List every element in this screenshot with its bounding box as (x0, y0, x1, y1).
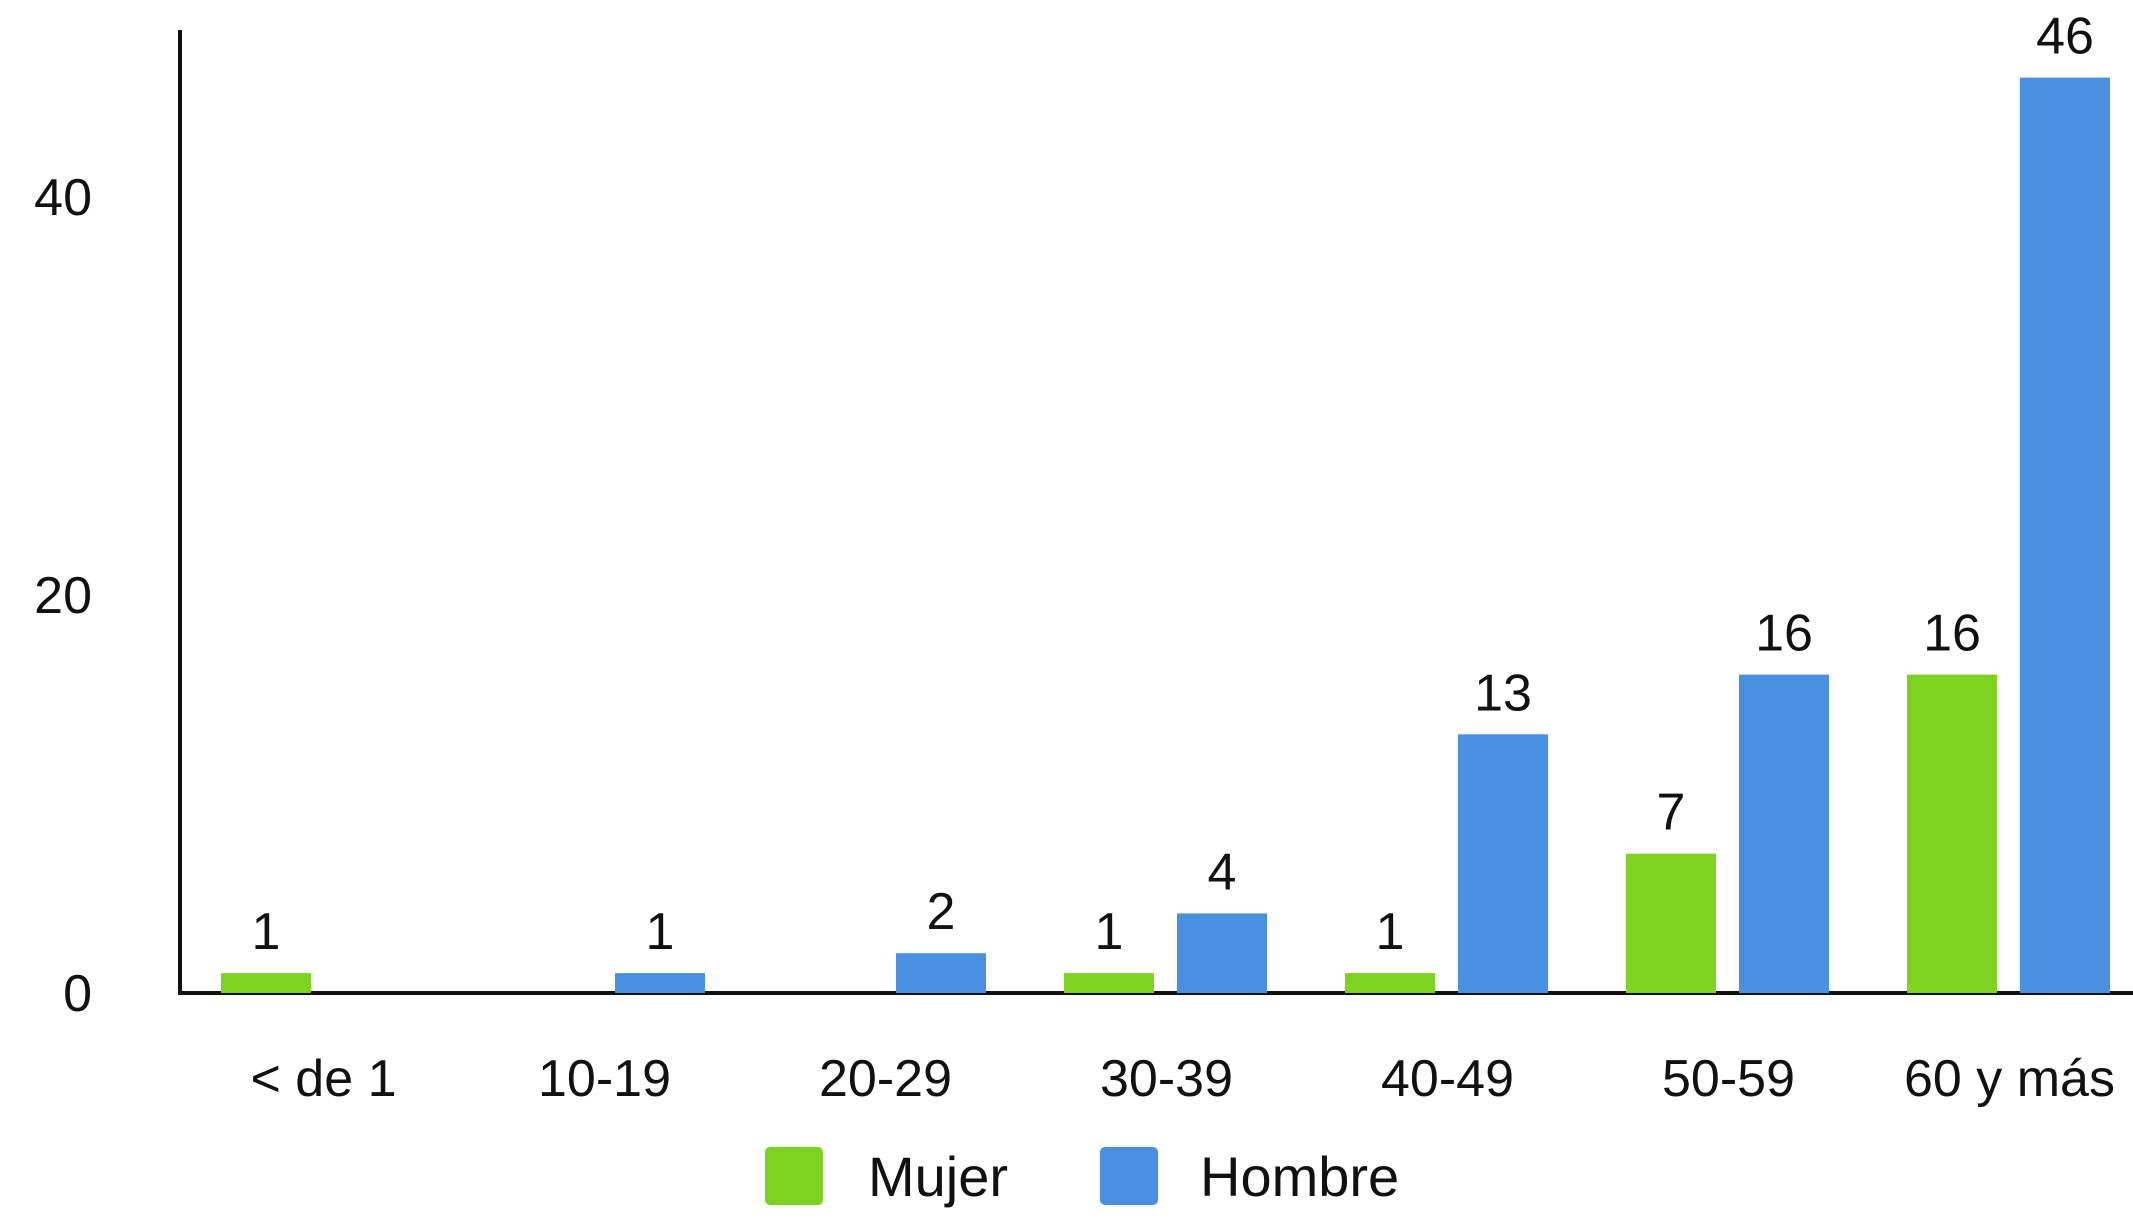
y-tick-label: 20 (34, 567, 92, 625)
bar-hombre (1177, 913, 1267, 993)
x-axis: < de 1 10-19 20-29 30-39 40-49 50-59 60 y más (180, 991, 2133, 1108)
data-labels: 1 1 2 1 4 1 13 7 16 16 46 (252, 8, 2094, 961)
y-axis: 0 20 40 (34, 30, 182, 1023)
data-label: 16 (1923, 605, 1981, 663)
bars (221, 77, 2110, 994)
x-tick-label: 30-39 (1100, 1050, 1233, 1108)
data-label: 1 (1095, 903, 1124, 961)
x-tick-label: 20-29 (819, 1050, 952, 1108)
bar-mujer (1907, 674, 1997, 993)
bar-mujer (1064, 973, 1154, 993)
legend-label-hombre: Hombre (1200, 1145, 1399, 1208)
legend: Mujer Hombre (765, 1145, 1399, 1208)
bar-hombre (615, 973, 705, 993)
data-label: 13 (1474, 664, 1532, 722)
data-label: 2 (927, 883, 956, 941)
x-tick-label: 10-19 (538, 1050, 671, 1108)
bar-hombre (896, 953, 986, 993)
legend-swatch-mujer (765, 1147, 823, 1205)
y-tick-label: 40 (34, 169, 92, 227)
data-label: 1 (252, 903, 281, 961)
data-label: 46 (2036, 8, 2094, 66)
legend-label-mujer: Mujer (868, 1145, 1008, 1208)
data-label: 7 (1657, 784, 1686, 842)
y-tick-label: 0 (63, 965, 92, 1023)
x-tick-label: 40-49 (1381, 1050, 1514, 1108)
bar-hombre (1458, 734, 1548, 993)
x-tick-label: 60 y más (1904, 1050, 2115, 1108)
bar-mujer (1626, 853, 1716, 993)
data-label: 4 (1208, 843, 1237, 901)
bar-hombre (1739, 674, 1829, 993)
x-tick-label: 50-59 (1662, 1050, 1795, 1108)
data-label: 1 (646, 903, 675, 961)
bar-mujer (221, 973, 311, 993)
x-tick-label: < de 1 (250, 1050, 396, 1108)
bar-mujer (1345, 973, 1435, 993)
bar-hombre (2020, 77, 2110, 994)
legend-swatch-hombre (1100, 1147, 1158, 1205)
data-label: 1 (1376, 903, 1405, 961)
data-label: 16 (1755, 605, 1813, 663)
